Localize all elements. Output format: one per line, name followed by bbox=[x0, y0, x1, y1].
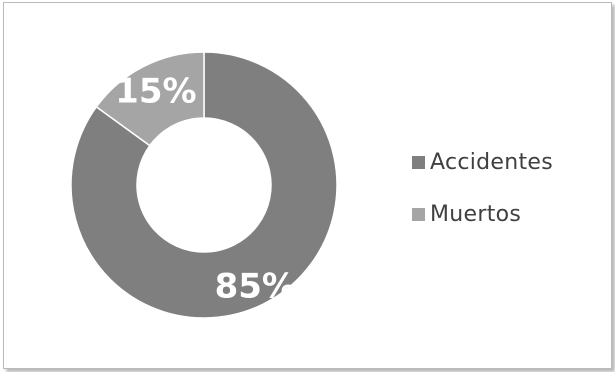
legend-item-muertos: Muertos bbox=[412, 198, 553, 230]
legend-label-accidentes: Accidentes bbox=[430, 149, 554, 175]
legend-swatch-accidentes bbox=[412, 155, 425, 169]
data-label-muertos: 15% bbox=[115, 72, 196, 112]
donut-slice-accidentes bbox=[70, 51, 338, 319]
legend-label-muertos: Muertos bbox=[430, 201, 522, 227]
data-label-accidentes: 85% bbox=[215, 267, 296, 307]
donut-slice-muertos bbox=[95, 51, 205, 147]
legend-item-accidentes: Accidentes bbox=[412, 146, 553, 178]
legend: Accidentes Muertos bbox=[412, 146, 553, 250]
legend-swatch-muertos bbox=[412, 207, 425, 221]
